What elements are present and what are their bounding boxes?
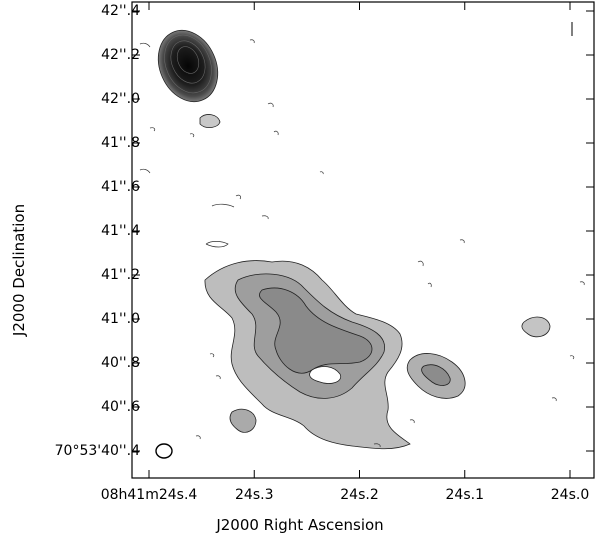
y-tick-label: 41''.0 xyxy=(101,311,140,327)
y-tick-marks xyxy=(132,10,594,452)
y-tick-label: 40''.6 xyxy=(101,399,140,415)
y-tick-label: 41''.4 xyxy=(101,223,140,239)
core-component xyxy=(157,29,219,103)
secondary-components xyxy=(199,114,551,433)
y-tick-label: 42''.4 xyxy=(101,3,140,19)
x-tick-label: 24s.1 xyxy=(445,487,484,503)
y-tick-label: 41''.8 xyxy=(101,135,140,151)
y-tick-label: 70°53'40''.4 xyxy=(54,443,140,459)
y-tick-label: 41''.2 xyxy=(101,267,140,283)
noise-contours xyxy=(139,39,585,448)
y-tick-label: 42''.2 xyxy=(101,47,140,63)
y-axis-label: J2000 Declination xyxy=(10,203,28,337)
x-tick-label: 08h41m24s.4 xyxy=(100,487,198,503)
x-tick-label: 24s.2 xyxy=(340,487,379,503)
y-tick-label: 40''.8 xyxy=(101,355,140,371)
x-tick-label: 24s.3 xyxy=(235,487,274,503)
y-tick-label: 42''.0 xyxy=(101,91,140,107)
extended-emission xyxy=(204,260,411,450)
x-tick-marks xyxy=(148,2,571,478)
beam-ellipse xyxy=(155,443,173,459)
x-tick-label: 24s.0 xyxy=(550,487,590,503)
x-axis-label: J2000 Right Ascension xyxy=(216,516,384,534)
y-tick-label: 41''.6 xyxy=(101,179,140,195)
